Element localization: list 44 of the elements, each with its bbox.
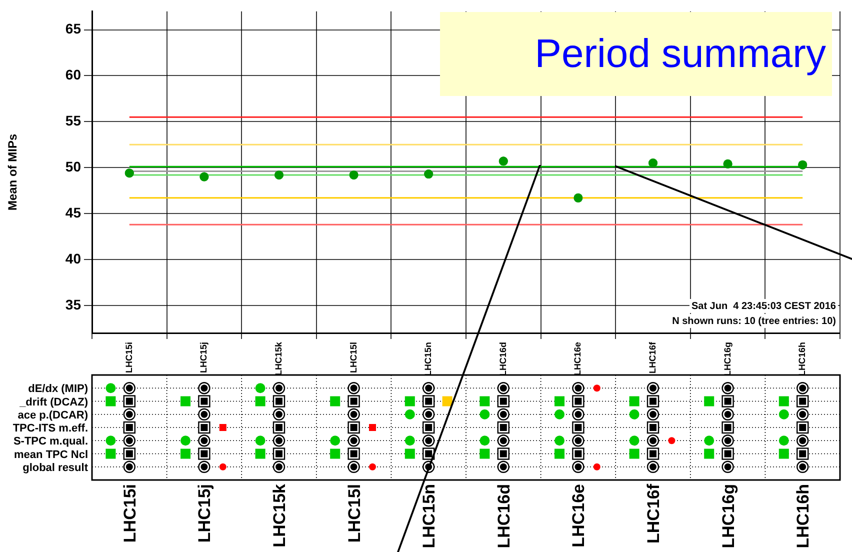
point [124,168,134,178]
category-label: LHC15k [270,483,289,548]
category-label: S-TPC m.qual. [13,436,88,448]
category-label: global result [22,462,88,474]
text: Period summary [440,12,832,96]
category-label: LHC15i [120,484,140,543]
category-label: TPC-ITS m.eff. [12,422,88,434]
point [200,172,209,182]
y-tick-label: 50 [65,158,82,174]
x-tick-label: LHC15i [124,342,134,374]
category-label: LHC16e [569,484,588,548]
category-label: ace p.(DCAR) [18,409,88,422]
annotation: N shown runs: 10 (tree entries: 10) [672,316,836,327]
y-tick-label: 60 [65,66,82,83]
y-tick-label: 40 [65,250,82,266]
point [574,193,583,202]
y-tick-label: 35 [65,296,82,312]
category-label: LHC15n [420,484,439,548]
x-tick-label: LHC16f [647,341,658,374]
category-label: LHC16g [718,484,738,548]
x-tick-label: LHC16e [572,342,583,376]
category-label: LHC16f [644,484,663,544]
point [349,170,358,180]
point [648,158,658,168]
category-label: _drift (DCAZ) [20,396,88,408]
x-tick-label: LHC15l [348,342,358,374]
category-label: LHC16h [794,484,813,548]
point [798,160,808,170]
annotation: Sat Jun 4 23:45:03 CEST 2016 [691,300,836,312]
point [723,159,732,168]
category-label: mean TPC Ncl [14,448,88,461]
x-tick-label: LHC15k [273,341,284,376]
point [498,156,508,166]
category-label: LHC15j [195,484,214,543]
y-tick-label: 55 [65,112,82,129]
y-tick-label: 65 [65,20,82,37]
y-tick-label: 45 [65,204,82,220]
category-label: LHC15l [344,484,364,543]
y-axis-title: Mean of MIPs [6,134,20,211]
point [274,170,284,180]
category-label: LHC16d [494,484,514,548]
category-label: dE/dx (MIP) [28,383,88,396]
x-tick-label: LHC15j [198,342,209,374]
point [424,170,434,179]
